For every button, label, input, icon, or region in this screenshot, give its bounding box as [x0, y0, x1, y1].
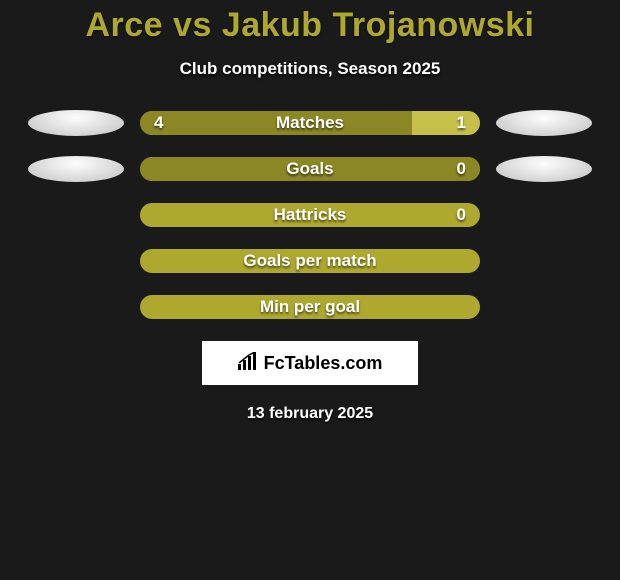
subtitle: Club competitions, Season 2025: [0, 59, 620, 79]
player-left-placeholder: [28, 202, 124, 228]
stat-bar: Goals per match: [140, 249, 480, 273]
stat-label: Goals per match: [140, 249, 480, 273]
player-left-oval: [28, 156, 124, 182]
player-right-oval: [496, 110, 592, 136]
stat-label: Goals: [140, 157, 480, 181]
player-left-placeholder: [28, 294, 124, 320]
stat-bar: Goals0: [140, 157, 480, 181]
stat-row: Goals0: [0, 157, 620, 181]
stat-value-left: 4: [154, 111, 163, 135]
player-left-placeholder: [28, 248, 124, 274]
comparison-widget: Arce vs Jakub Trojanowski Club competiti…: [0, 6, 620, 423]
player-left-oval: [28, 110, 124, 136]
stat-bar: Hattricks0: [140, 203, 480, 227]
stat-value-right: 0: [457, 157, 466, 181]
page-title: Arce vs Jakub Trojanowski: [0, 6, 620, 45]
stat-label: Matches: [140, 111, 480, 135]
stat-value-right: 0: [457, 203, 466, 227]
stat-row: Hattricks0: [0, 203, 620, 227]
stat-row: Goals per match: [0, 249, 620, 273]
date-text: 13 february 2025: [0, 405, 620, 423]
chart-icon: [238, 352, 260, 375]
branding-box[interactable]: FcTables.com: [202, 341, 418, 385]
branding-text: FcTables.com: [264, 353, 383, 374]
stats-area: Matches41Goals0Hattricks0Goals per match…: [0, 111, 620, 319]
stat-bar: Matches4 1: [140, 111, 480, 135]
player-right-placeholder: [496, 294, 592, 320]
stat-value-right: 1: [457, 111, 466, 135]
stat-row: Matches4 1: [0, 111, 620, 135]
stat-label: Hattricks: [140, 203, 480, 227]
stat-bar: Min per goal: [140, 295, 480, 319]
stat-label: Min per goal: [140, 295, 480, 319]
player-right-placeholder: [496, 202, 592, 228]
player-right-placeholder: [496, 248, 592, 274]
stat-row: Min per goal: [0, 295, 620, 319]
player-right-oval: [496, 156, 592, 182]
